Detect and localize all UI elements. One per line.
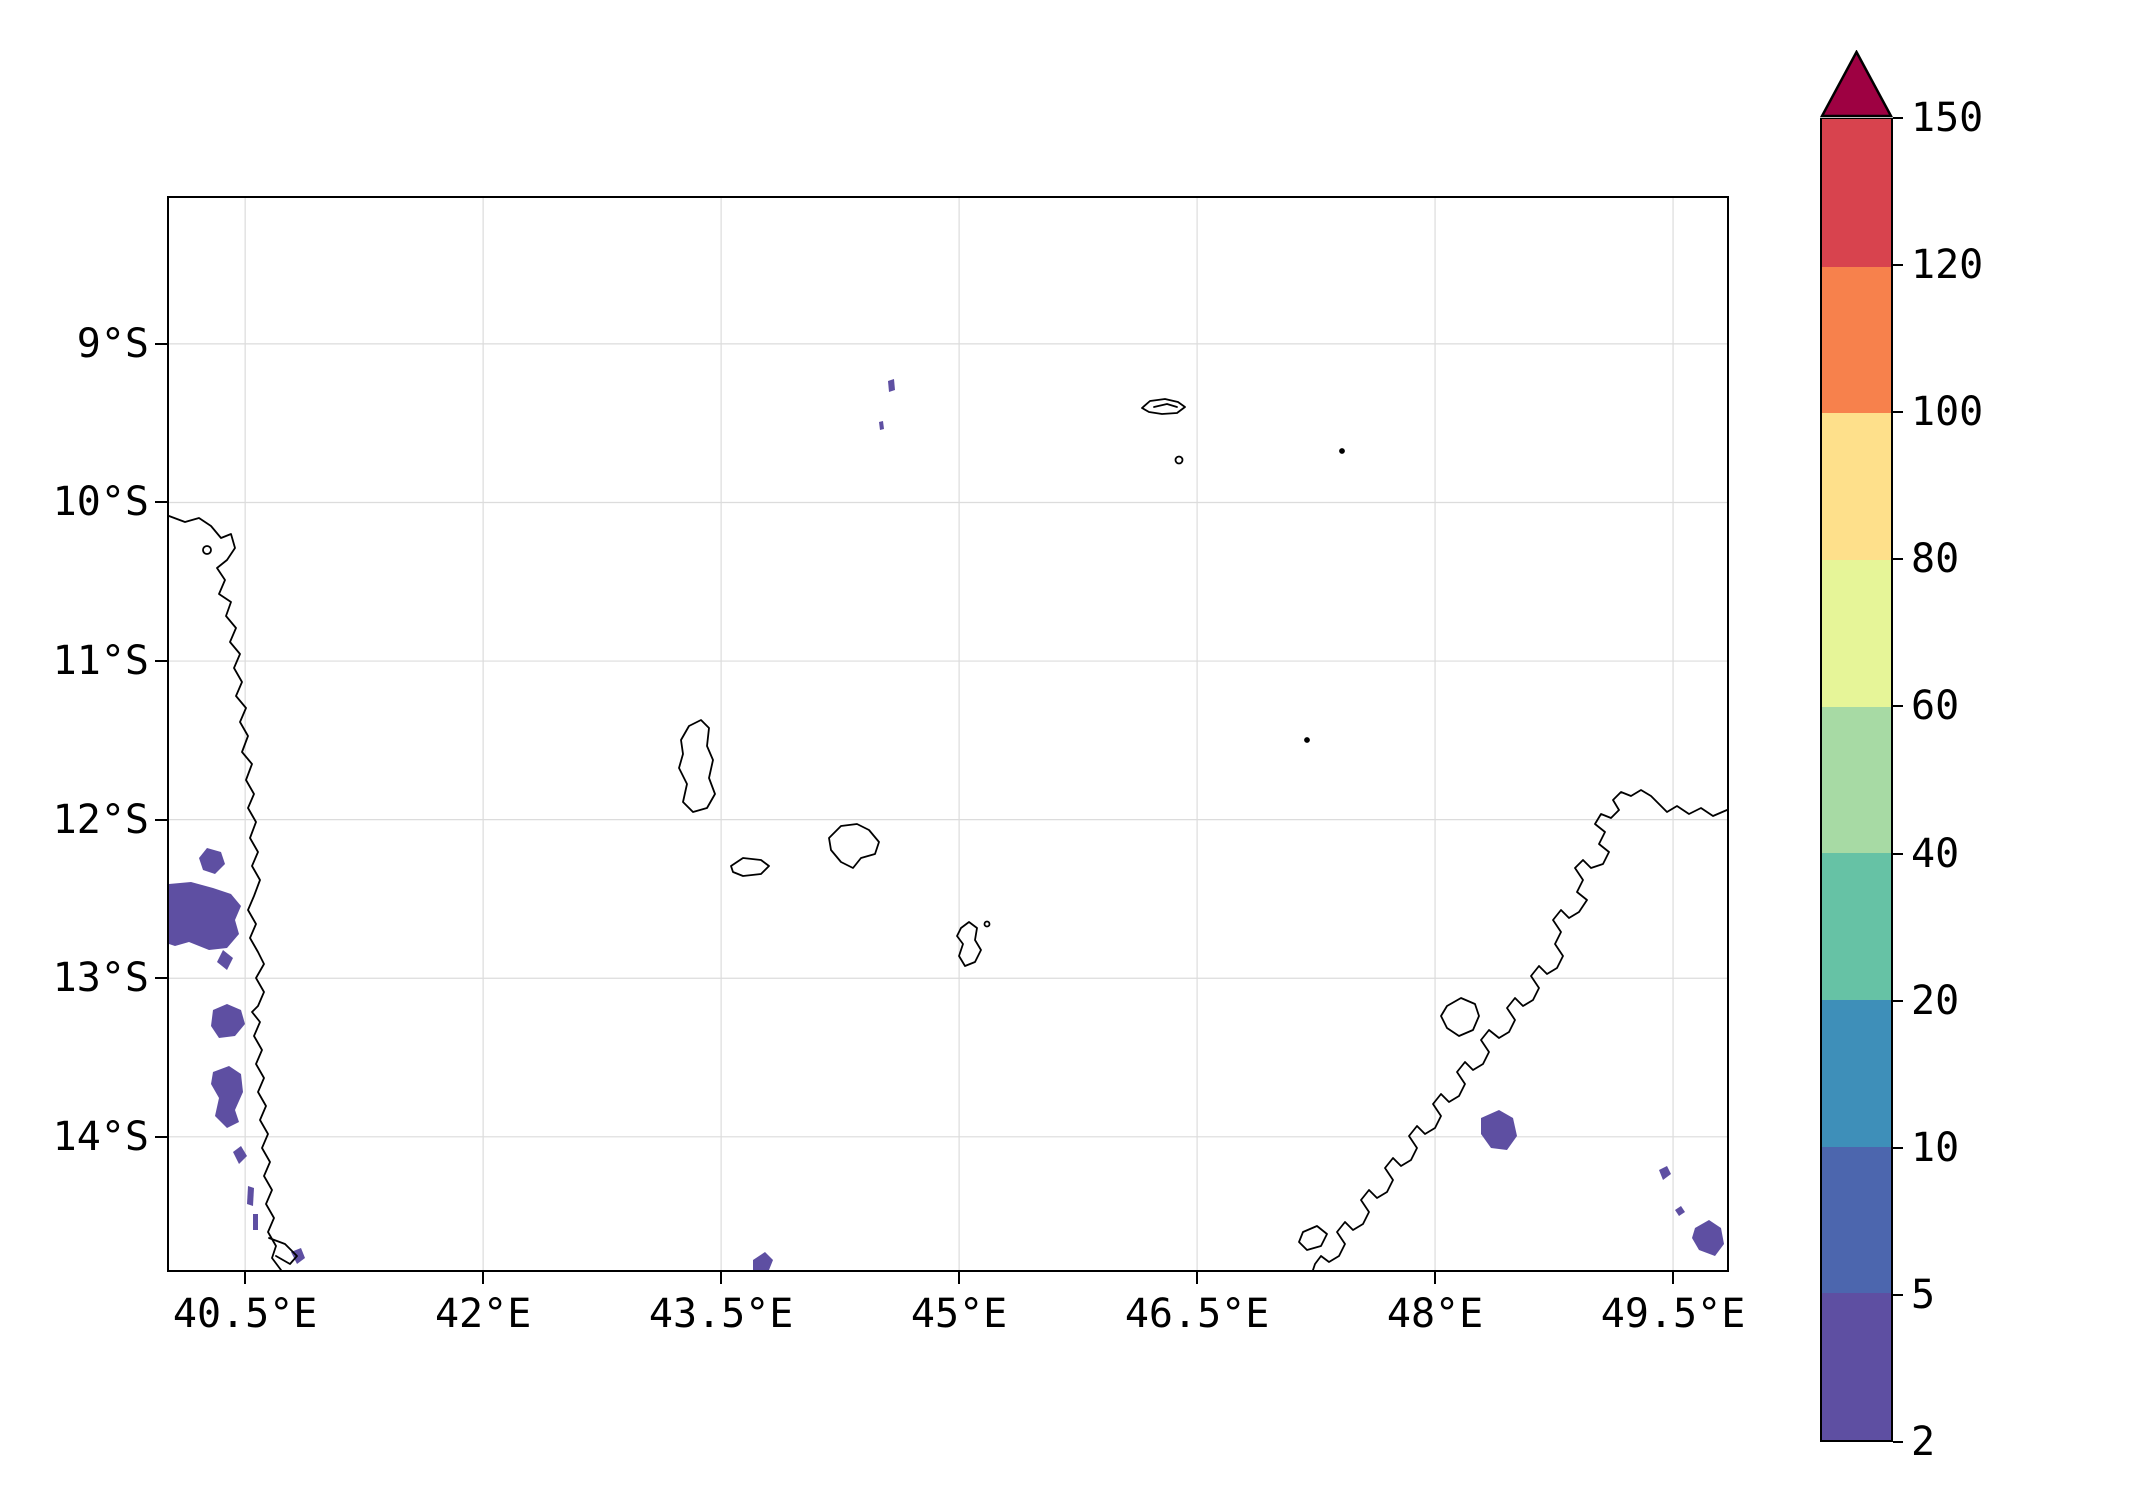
x-tick-label: 42°E bbox=[434, 1291, 532, 1337]
rain-patch bbox=[169, 882, 241, 950]
y-tick-mark bbox=[155, 977, 167, 980]
coastline-madagascar bbox=[1312, 789, 1727, 1270]
coastlines bbox=[169, 398, 1727, 1270]
island-mayotte bbox=[956, 921, 982, 967]
rain-patch bbox=[1659, 1166, 1671, 1180]
atoll-lagoon-line bbox=[1153, 403, 1178, 408]
rainfall-patches bbox=[169, 379, 1724, 1270]
x-tick-mark bbox=[482, 1272, 485, 1284]
y-tick-mark bbox=[155, 1135, 167, 1138]
small-island-sw-madagascar bbox=[1298, 1225, 1328, 1251]
colorbar-tick-label: 150 bbox=[1911, 95, 1984, 141]
x-tick-mark bbox=[958, 1272, 961, 1284]
colorbar bbox=[1820, 118, 1893, 1442]
colorbar-tick-mark bbox=[1893, 852, 1903, 855]
islet-offshore-africa bbox=[202, 545, 212, 555]
colorbar-tick-label: 80 bbox=[1911, 536, 1960, 583]
colorbar-tick-label: 120 bbox=[1911, 242, 1984, 289]
y-tick-label: 14°S bbox=[52, 1113, 149, 1160]
rain-patch bbox=[211, 1004, 245, 1038]
tiny-island-dot bbox=[1304, 737, 1310, 743]
colorbar-tick-mark bbox=[1893, 117, 1903, 119]
colorbar-tick-mark bbox=[1893, 264, 1903, 267]
map-canvas bbox=[169, 198, 1727, 1270]
x-tick-mark bbox=[244, 1272, 247, 1284]
x-tick-mark bbox=[1196, 1272, 1199, 1284]
colorbar-segment bbox=[1822, 266, 1891, 414]
colorbar-tick-mark bbox=[1893, 1293, 1903, 1296]
y-tick-label: 12°S bbox=[52, 796, 149, 843]
x-tick-label: 46.5°E bbox=[1124, 1291, 1270, 1337]
rain-patch bbox=[199, 848, 225, 874]
colorbar-tick-mark bbox=[1893, 1146, 1903, 1149]
colorbar-tick-mark bbox=[1893, 999, 1903, 1002]
rain-patch bbox=[1675, 1206, 1685, 1216]
colorbar-segment bbox=[1822, 706, 1891, 854]
colorbar-tick-label: 2 bbox=[1911, 1419, 1936, 1465]
colorbar-tick-label: 40 bbox=[1911, 830, 1960, 877]
colorbar-tick-mark bbox=[1893, 1441, 1903, 1443]
map-plot-area bbox=[167, 196, 1729, 1272]
rain-patch bbox=[247, 1186, 254, 1206]
island-nosy-be bbox=[1440, 997, 1480, 1037]
islet-near-mayotte bbox=[983, 920, 991, 928]
colorbar-tick-label: 20 bbox=[1911, 977, 1960, 1024]
x-tick-label: 40.5°E bbox=[172, 1291, 318, 1337]
y-tick-mark bbox=[155, 818, 167, 821]
colorbar-arrow-triangle bbox=[1820, 50, 1893, 118]
colorbar-tick-mark bbox=[1893, 411, 1903, 414]
y-tick-label: 11°S bbox=[52, 638, 149, 685]
y-tick-label: 10°S bbox=[52, 479, 149, 526]
colorbar-segment bbox=[1822, 412, 1891, 560]
atoll-ring bbox=[1141, 398, 1186, 415]
colorbar-tick-mark bbox=[1893, 705, 1903, 708]
colorbar-segment bbox=[1822, 1146, 1891, 1294]
rain-patch bbox=[291, 1248, 305, 1264]
colorbar-tick-label: 10 bbox=[1911, 1124, 1960, 1171]
rain-patch bbox=[888, 379, 895, 392]
colorbar-tick-label: 60 bbox=[1911, 683, 1960, 730]
island-anjouan bbox=[828, 823, 880, 869]
island-grande-comore bbox=[678, 719, 716, 813]
rain-patch bbox=[753, 1252, 773, 1270]
rain-patch bbox=[217, 950, 233, 970]
x-tick-mark bbox=[1434, 1272, 1437, 1284]
colorbar-extend-arrow bbox=[1820, 50, 1893, 118]
colorbar-segment bbox=[1822, 119, 1891, 267]
rain-patch bbox=[233, 1146, 247, 1164]
y-tick-mark bbox=[155, 501, 167, 504]
x-tick-label: 43.5°E bbox=[648, 1291, 794, 1337]
tiny-island-dot bbox=[1339, 448, 1345, 454]
rain-patch bbox=[1481, 1110, 1517, 1150]
rain-patch bbox=[253, 1214, 258, 1230]
rain-patch bbox=[879, 421, 884, 430]
y-tick-label: 9°S bbox=[76, 320, 149, 367]
colorbar-segment bbox=[1822, 852, 1891, 1000]
colorbar-tick-label: 5 bbox=[1911, 1271, 1936, 1318]
colorbar-tick-mark bbox=[1893, 558, 1903, 561]
x-tick-label: 48°E bbox=[1386, 1291, 1484, 1337]
y-tick-label: 13°S bbox=[52, 955, 149, 1002]
y-tick-mark bbox=[155, 342, 167, 345]
x-tick-mark bbox=[1672, 1272, 1675, 1284]
colorbar-segment bbox=[1822, 559, 1891, 707]
small-island-outline bbox=[1174, 455, 1184, 465]
x-tick-label: 49.5°E bbox=[1600, 1291, 1746, 1337]
rain-patch bbox=[1692, 1220, 1724, 1256]
coastline-africa bbox=[169, 515, 282, 1270]
rain-patch bbox=[211, 1066, 243, 1128]
y-tick-mark bbox=[155, 660, 167, 663]
island-moheli bbox=[730, 857, 770, 877]
x-tick-label: 45°E bbox=[910, 1291, 1008, 1337]
gridlines bbox=[169, 198, 1727, 1270]
colorbar-segment bbox=[1822, 999, 1891, 1147]
colorbar-tick-label: 100 bbox=[1911, 389, 1984, 436]
colorbar-segment bbox=[1822, 1292, 1891, 1440]
coastline-africa-spit bbox=[268, 1237, 298, 1265]
x-tick-mark bbox=[720, 1272, 723, 1284]
